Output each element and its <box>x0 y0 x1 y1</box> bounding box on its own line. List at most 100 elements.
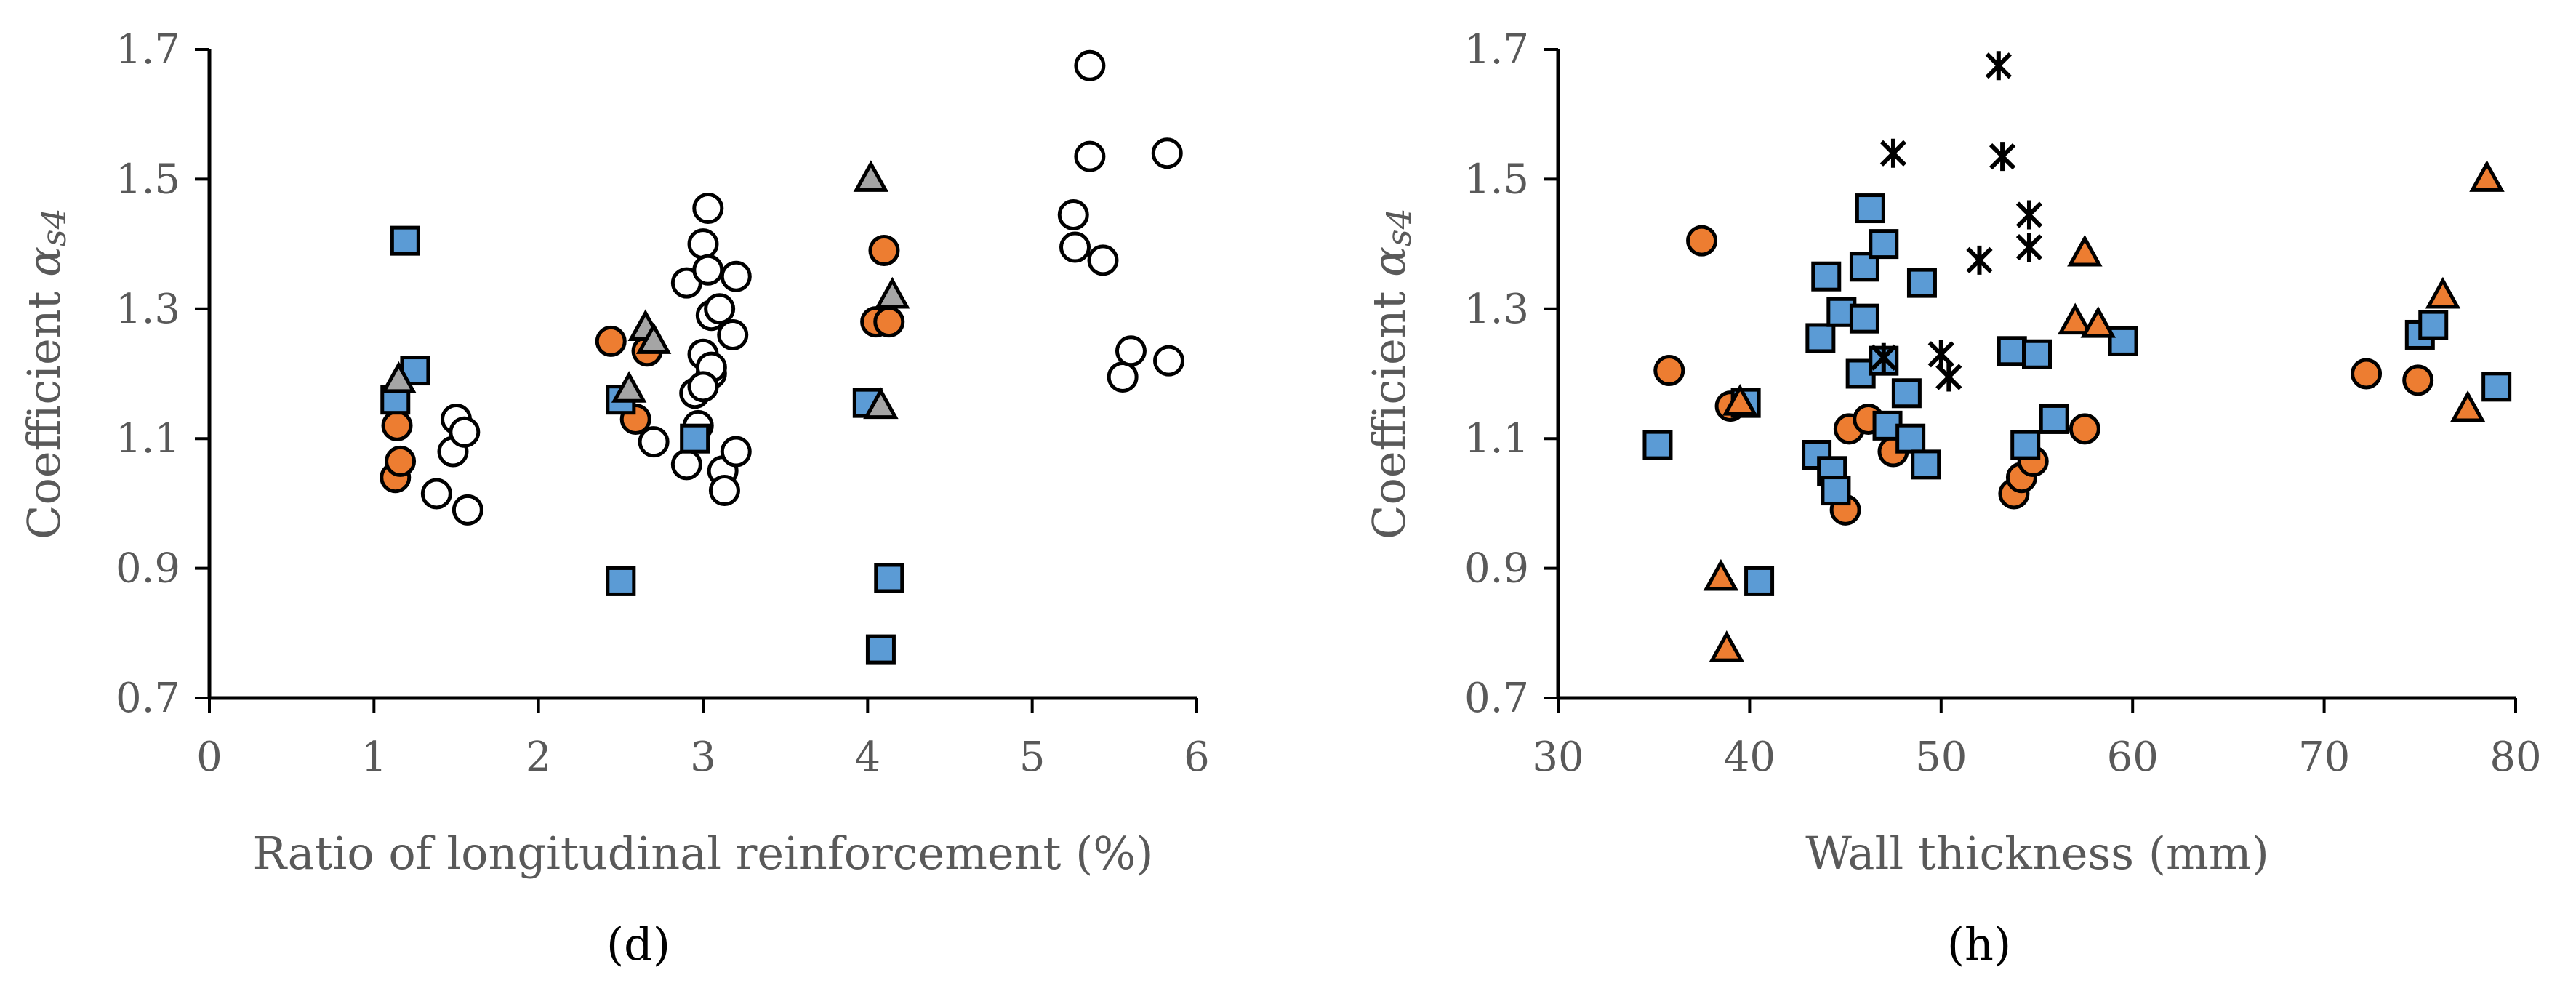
panel-d-y-axis-label: Coefficient αs4 <box>17 208 73 539</box>
panel-d-point-orange-circles <box>873 306 905 338</box>
panel-h-point-asterisks <box>1927 340 1954 369</box>
panel-h-point-asterisks <box>1989 142 2016 172</box>
panel-d-plot-area <box>380 49 1185 665</box>
panel-d-point-orange-circles <box>381 409 413 441</box>
panel-h-point-blue-squares <box>1849 303 1879 334</box>
panel-h-point-blue-squares <box>2108 326 2138 356</box>
panel-h-x-tick-label: 40 <box>1724 734 1775 781</box>
panel-d-point-blue-squares <box>865 634 896 665</box>
panel-d-point-orange-circles <box>385 445 417 477</box>
panel-d-point-open-circles <box>1153 345 1185 377</box>
panel-h-point-orange-triangles <box>2057 302 2093 335</box>
panel-h-point-orange-circles <box>2069 413 2100 445</box>
panel-h-caption: (h) <box>1947 918 2011 971</box>
panel-d-y-tick-label: 1.5 <box>116 156 180 203</box>
panel-h-point-orange-circles <box>2351 358 2383 390</box>
panel-d-x-axis-label: Ratio of longitudinal reinforcement (%) <box>253 827 1154 880</box>
panel-d-point-gray-triangles <box>853 160 889 192</box>
panel-d-point-open-circles <box>1151 137 1183 169</box>
panel-d-point-open-circles <box>1074 49 1106 81</box>
panel-h-point-blue-squares <box>2481 372 2512 402</box>
panel-d-point-open-circles <box>720 260 752 292</box>
panel-d-point-blue-squares <box>606 566 636 596</box>
panel-h-x-tick-label: 30 <box>1532 734 1584 781</box>
panel-h-y-tick-label: 1.7 <box>1464 26 1529 73</box>
panel-h: 0.7 0.9 1.1 1.3 1.5 1.7 30 40 50 60 70 80 Coeffici… <box>1363 26 2542 971</box>
panel-h-point-asterisks <box>1879 138 1907 168</box>
panel-h-point-orange-triangles <box>2080 305 2116 338</box>
panel-h-point-blue-squares <box>1744 566 1775 596</box>
panel-d-point-blue-squares <box>680 423 710 454</box>
panel-d-y-tick-label: 1.1 <box>116 415 180 462</box>
panel-h-y-ticks: 0.7 0.9 1.1 1.3 1.5 1.7 <box>1464 26 1558 722</box>
panel-d-point-open-circles <box>687 228 719 260</box>
panel-d-point-open-circles <box>1115 335 1147 367</box>
panel-d-point-gray-triangles <box>875 276 910 309</box>
panel-d-x-tick-label: 1 <box>361 734 388 781</box>
panel-h-y-axis-label: Coefficient αs4 <box>1363 208 1419 539</box>
panel-h-point-orange-circles <box>2402 364 2434 396</box>
panel-d-x-tick-label: 0 <box>196 734 222 781</box>
panel-d-point-open-circles <box>638 426 670 458</box>
panel-d-point-open-circles <box>1057 198 1089 230</box>
panel-d-point-open-circles <box>670 449 702 481</box>
panel-h-y-tick-label: 1.3 <box>1464 286 1529 333</box>
panel-d-point-blue-squares <box>874 563 904 593</box>
panel-d-point-open-circles <box>717 318 749 350</box>
panel-h-point-asterisks <box>1870 342 1897 372</box>
panel-d-y-tick-label: 1.3 <box>116 286 180 333</box>
panel-h-point-orange-triangles <box>1722 383 1758 416</box>
panel-d-point-orange-circles <box>595 325 627 357</box>
panel-h-point-orange-triangles <box>2067 234 2103 267</box>
panel-h-point-orange-triangles <box>2469 160 2505 192</box>
panel-d-point-gray-triangles <box>381 361 417 393</box>
panel-d-caption: (d) <box>606 918 670 971</box>
panel-h-point-blue-squares <box>1821 476 1851 506</box>
panel-h-point-asterisks <box>1985 51 2012 81</box>
panel-d-x-tick-label: 5 <box>1019 734 1046 781</box>
panel-h-x-tick-label: 50 <box>1915 734 1967 781</box>
panel-h-point-orange-triangles <box>1709 630 1745 662</box>
panel-d-x-tick-label: 3 <box>690 734 716 781</box>
panel-d-point-open-circles <box>452 494 483 526</box>
panel-h-point-blue-squares <box>1642 430 1673 460</box>
panel-d-point-open-circles <box>449 416 481 448</box>
panel-d-y-ticks: 0.7 0.9 1.1 1.3 1.5 1.7 <box>116 26 209 722</box>
panel-h-x-tick-label: 80 <box>2489 734 2541 781</box>
panel-d-point-gray-triangles <box>863 387 899 420</box>
panel-h-point-asterisks <box>1935 362 1962 392</box>
panel-h-point-orange-circles <box>1653 355 1685 387</box>
panel-h-y-tick-label: 0.7 <box>1464 675 1529 722</box>
panel-d-point-open-circles <box>720 436 752 468</box>
panel-d-point-open-circles <box>1107 361 1139 393</box>
panel-d-x-tick-label: 4 <box>855 734 881 781</box>
panel-d-point-open-circles <box>692 254 724 286</box>
panel-h-point-orange-triangles <box>2449 390 2486 422</box>
panel-h-point-blue-squares <box>2418 310 2449 340</box>
panel-h-point-blue-squares <box>2022 339 2052 369</box>
panel-h-point-blue-squares <box>1849 252 1879 282</box>
panel-h-point-blue-squares <box>1895 423 1926 454</box>
panel-h-point-blue-squares <box>1891 378 1922 409</box>
panel-h-y-tick-label: 1.1 <box>1464 415 1529 462</box>
panel-d-point-gray-triangles <box>611 371 647 403</box>
panel-d-point-open-circles <box>708 475 740 507</box>
panel-d-point-open-circles <box>692 193 724 225</box>
panel-d-y-tick-label: 1.7 <box>116 26 180 73</box>
panel-h-x-axis-label: Wall thickness (mm) <box>1805 827 2269 880</box>
panel-h-point-blue-squares <box>1855 193 1885 224</box>
panel-h-point-asterisks <box>1966 245 1993 275</box>
panel-d-y-tick-label: 0.9 <box>116 545 180 593</box>
panel-h-point-blue-squares <box>2010 430 2041 460</box>
panel-h-point-asterisks <box>2015 233 2043 262</box>
panel-h-point-blue-squares <box>1805 323 1836 353</box>
panel-h-point-blue-squares <box>1997 336 2027 366</box>
panel-h-point-blue-squares <box>1869 229 1899 260</box>
panel-d-point-gray-triangles <box>635 322 672 354</box>
panel-h-x-tick-label: 60 <box>2107 734 2159 781</box>
panel-h-point-orange-triangles <box>2425 276 2461 309</box>
panel-d-x-tick-label: 6 <box>1184 734 1210 781</box>
panel-h-point-blue-squares <box>1811 261 1842 292</box>
panel-h-x-ticks: 30 40 50 60 70 80 <box>1532 698 2542 781</box>
panel-d-x-ticks: 0 1 2 3 4 5 6 <box>196 698 1210 781</box>
